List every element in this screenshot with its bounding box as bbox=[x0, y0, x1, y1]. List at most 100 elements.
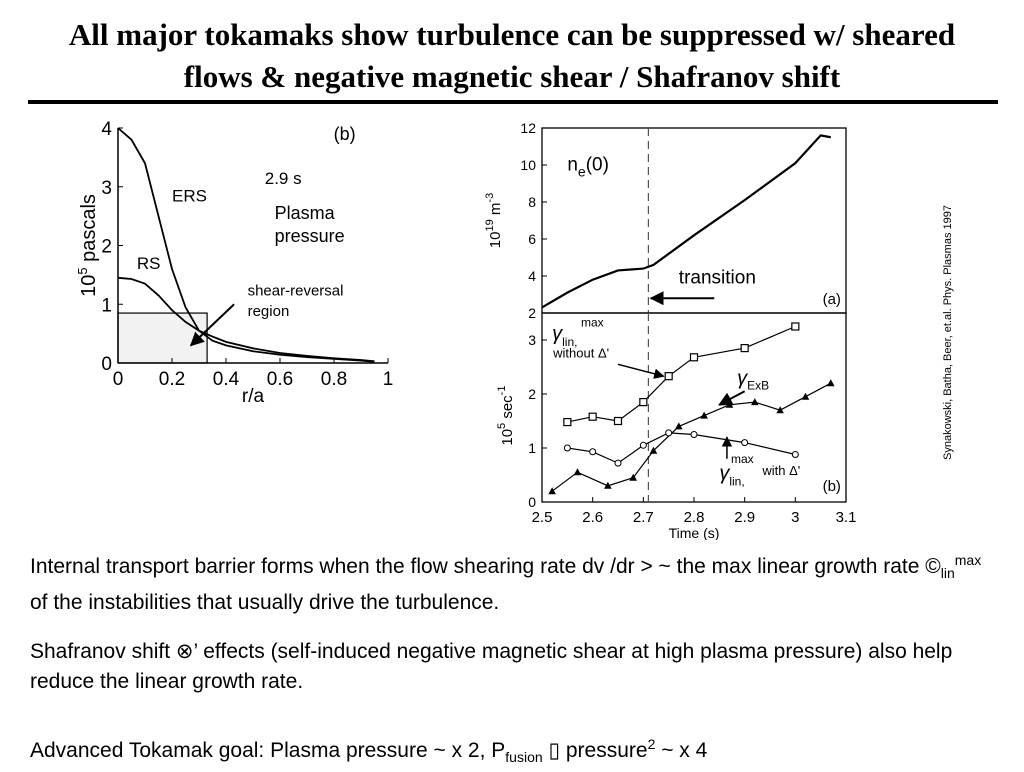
marker-circle bbox=[791, 450, 799, 458]
citation-credit: Synakowski, Batha, Beer, et.al. Phys. Pl… bbox=[942, 205, 954, 460]
marker-square bbox=[613, 416, 623, 426]
y-tick-label: 4 bbox=[101, 119, 112, 140]
y-tick-label: 12 bbox=[520, 120, 536, 136]
p2-text-b: ’ effects (self-induced negative magneti… bbox=[30, 640, 953, 693]
annotation-gamma-with-part: γ bbox=[719, 462, 730, 484]
x-tick-label: 0.2 bbox=[159, 369, 185, 390]
x-tick-label: 0.4 bbox=[213, 369, 240, 390]
y-axis-label-a-part: 19 bbox=[484, 219, 496, 231]
marker-triangle bbox=[629, 473, 637, 481]
title-line-1: All major tokamaks show turbulence can b… bbox=[68, 17, 956, 52]
annotation-transition: transition bbox=[679, 267, 756, 288]
y-axis-label-b-part: -1 bbox=[496, 386, 508, 396]
series-line-square bbox=[567, 325, 796, 423]
marker-square bbox=[664, 372, 673, 381]
marker-square bbox=[563, 417, 572, 427]
p3-sub: fusion bbox=[505, 749, 543, 766]
annotation-gamma-with-part: lin, bbox=[729, 474, 744, 488]
region-arrow bbox=[189, 303, 235, 347]
p1-text-c: of the instabilities that usually drive … bbox=[30, 591, 500, 615]
y-tick-label: 0 bbox=[528, 494, 536, 510]
y-tick-label: 2 bbox=[528, 305, 536, 321]
marker-square bbox=[740, 344, 749, 353]
paragraph-advanced-tokamak: Advanced Tokamak goal: Plasma pressure ~… bbox=[30, 729, 990, 772]
series-label-ne-part: n bbox=[567, 155, 578, 176]
annotation-gamma-exb-part: ExB bbox=[747, 378, 769, 392]
series-label-ers: ERS bbox=[172, 186, 207, 205]
y-axis-label-a-part: -3 bbox=[484, 193, 496, 203]
marker-triangle bbox=[801, 392, 810, 400]
p3-text-a: Advanced Tokamak goal: Plasma pressure ~… bbox=[30, 739, 506, 762]
y-axis-label-part: pascals bbox=[78, 194, 100, 267]
marker-square bbox=[588, 412, 597, 421]
p1-text-b: /dr > ~ the max linear growth rate © bbox=[604, 555, 941, 578]
series-label-ne: ne(0) bbox=[567, 155, 609, 180]
marker-square bbox=[791, 322, 800, 331]
annotation-gamma-exb: γExB bbox=[737, 367, 769, 392]
y-tick-label: 0 bbox=[101, 354, 112, 375]
x-tick-label: 0 bbox=[113, 369, 124, 390]
series-line-circle bbox=[567, 432, 796, 464]
p1-text-a: Internal transport barrier forms when th… bbox=[30, 555, 605, 578]
x-tick-label: 1 bbox=[383, 369, 394, 390]
x-tick-label: 2.9 bbox=[734, 509, 755, 526]
y-axis-label-b-part: 5 bbox=[496, 423, 508, 429]
annotation-pressure: pressure bbox=[275, 226, 345, 246]
title-line-2: flows & negative magnetic shear / Shafra… bbox=[183, 59, 841, 94]
panel-label-a: (a) bbox=[823, 291, 841, 308]
annotation-with-delta: with Δ' bbox=[761, 463, 800, 478]
marker-triangle bbox=[827, 379, 835, 387]
series-line-ne bbox=[541, 134, 831, 309]
marker-triangle bbox=[776, 406, 784, 414]
marker-circle bbox=[563, 444, 571, 452]
y-axis-label-a: 1019 m-3 bbox=[484, 193, 504, 248]
x-tick-label: 2.7 bbox=[633, 509, 654, 526]
y-axis-label: 105 pascals bbox=[75, 194, 100, 297]
y-axis-label-a-part: m bbox=[487, 203, 504, 220]
annotation-time: 2.9 s bbox=[265, 169, 302, 188]
annotation-gamma-with-sup: max bbox=[731, 452, 754, 466]
x-tick-label: 2.6 bbox=[582, 509, 603, 526]
y-tick-label: 3 bbox=[528, 332, 536, 348]
marker-triangle bbox=[548, 487, 556, 495]
y-tick-label: 3 bbox=[101, 178, 112, 199]
marker-circle bbox=[614, 459, 622, 467]
marker-circle bbox=[589, 448, 597, 456]
y-tick-label: 4 bbox=[528, 268, 536, 284]
annotation-gamma-without-sup: max bbox=[581, 316, 604, 330]
y-tick-label: 1 bbox=[101, 295, 112, 316]
marker-triangle bbox=[751, 398, 759, 406]
annotation-without-delta: without Δ' bbox=[552, 345, 609, 360]
panel-label-b1: (b) bbox=[334, 124, 356, 144]
y-axis-label-part: 10 bbox=[78, 275, 100, 297]
annotation-gamma-without-part: lin, bbox=[562, 335, 577, 349]
x-tick-label: 3.1 bbox=[836, 509, 857, 526]
annotation-gamma-exb-part: γ bbox=[737, 367, 748, 389]
x-axis-label: r/a bbox=[242, 386, 265, 407]
y-tick-label: 10 bbox=[520, 157, 536, 173]
y-axis-label-a-part: 10 bbox=[487, 232, 504, 249]
p2-text-a: Shafranov shift bbox=[30, 640, 176, 663]
marker-circle bbox=[665, 429, 673, 437]
x-tick-label: 2.8 bbox=[684, 509, 705, 526]
marker-triangle bbox=[649, 446, 658, 454]
annotation-gamma-without: γlin, bbox=[552, 323, 577, 349]
y-axis-label-b: 105 sec-1 bbox=[496, 386, 516, 446]
marker-circle bbox=[639, 441, 647, 449]
annotation-gamma-without-part: γ bbox=[552, 323, 563, 345]
p3-text-b: ▯ pressure bbox=[542, 739, 648, 762]
x-axis-label: Time (s) bbox=[669, 525, 720, 540]
marker-triangle bbox=[604, 481, 612, 489]
series-line-rs bbox=[117, 276, 375, 363]
panel-b-frame bbox=[541, 312, 847, 503]
slide-title: All major tokamaks show turbulence can b… bbox=[0, 14, 1024, 98]
annotation-gamma-with: γlin, bbox=[719, 462, 744, 488]
x-tick-label: 0.8 bbox=[321, 369, 347, 390]
y-tick-label: 2 bbox=[101, 237, 112, 258]
p1-sup: max bbox=[954, 552, 982, 568]
marker-triangle bbox=[573, 468, 582, 476]
y-axis-label-part: 5 bbox=[75, 267, 90, 274]
marker-circle bbox=[741, 439, 749, 447]
x-tick-label: 0.6 bbox=[267, 369, 293, 390]
annotation-region: region bbox=[248, 303, 290, 320]
